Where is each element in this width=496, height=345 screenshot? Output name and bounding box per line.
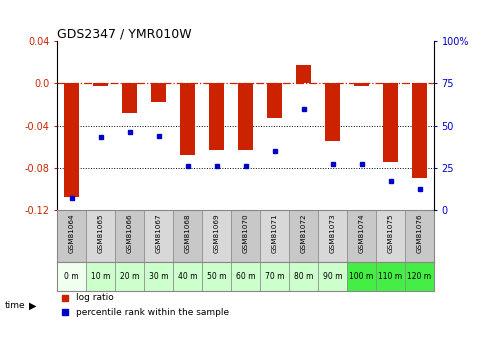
Text: 100 m: 100 m [349,272,373,281]
Bar [318,262,347,291]
Text: 0 m: 0 m [64,272,79,281]
Text: 90 m: 90 m [323,272,342,281]
Bar [57,210,86,262]
Bar [347,210,376,262]
Text: GSM81066: GSM81066 [126,214,132,254]
Bar [318,210,347,262]
Bar [93,83,108,86]
Text: 120 m: 120 m [407,272,432,281]
Bar [202,210,231,262]
Text: GSM81076: GSM81076 [417,214,423,254]
Bar [325,83,340,141]
Text: GSM81071: GSM81071 [271,214,278,254]
Bar [354,83,369,86]
Bar [144,210,173,262]
Bar [412,83,427,178]
Bar [180,83,195,155]
Bar [231,262,260,291]
Bar [173,210,202,262]
Bar [231,210,260,262]
Text: GSM81065: GSM81065 [98,214,104,254]
Bar [376,210,405,262]
Text: 10 m: 10 m [91,272,110,281]
Bar [405,210,434,262]
Bar [405,262,434,291]
Text: 40 m: 40 m [178,272,197,281]
Bar [151,83,166,102]
Text: GSM81074: GSM81074 [359,214,365,254]
Bar [86,262,115,291]
Bar [86,210,115,262]
Text: GSM81075: GSM81075 [387,214,393,254]
Bar [173,262,202,291]
Text: ▶: ▶ [29,300,36,310]
Bar [238,83,253,150]
Text: 20 m: 20 m [120,272,139,281]
Bar [296,65,311,83]
Text: percentile rank within the sample: percentile rank within the sample [76,308,229,317]
Text: time: time [5,301,26,310]
Text: 110 m: 110 m [378,272,403,281]
Bar [144,262,173,291]
Bar [64,83,79,197]
Text: GDS2347 / YMR010W: GDS2347 / YMR010W [57,27,191,40]
Text: GSM81072: GSM81072 [301,214,307,254]
Text: GSM81067: GSM81067 [156,214,162,254]
Text: GSM81073: GSM81073 [329,214,335,254]
Text: 50 m: 50 m [207,272,226,281]
Bar [115,262,144,291]
Bar [115,210,144,262]
Bar [260,210,289,262]
Text: 70 m: 70 m [265,272,284,281]
Text: 80 m: 80 m [294,272,313,281]
Text: GSM81069: GSM81069 [213,214,220,254]
Bar [209,83,224,150]
Bar [383,83,398,162]
Bar [57,262,86,291]
Bar [267,83,282,118]
Bar [202,262,231,291]
Text: GSM81068: GSM81068 [185,214,190,254]
Bar [347,262,376,291]
Bar [289,210,318,262]
Bar [123,83,137,113]
Text: GSM81070: GSM81070 [243,214,248,254]
Bar [376,262,405,291]
Text: log ratio: log ratio [76,293,114,302]
Text: GSM81064: GSM81064 [68,214,74,254]
Text: 30 m: 30 m [149,272,168,281]
Bar [289,262,318,291]
Text: 60 m: 60 m [236,272,255,281]
Bar [260,262,289,291]
